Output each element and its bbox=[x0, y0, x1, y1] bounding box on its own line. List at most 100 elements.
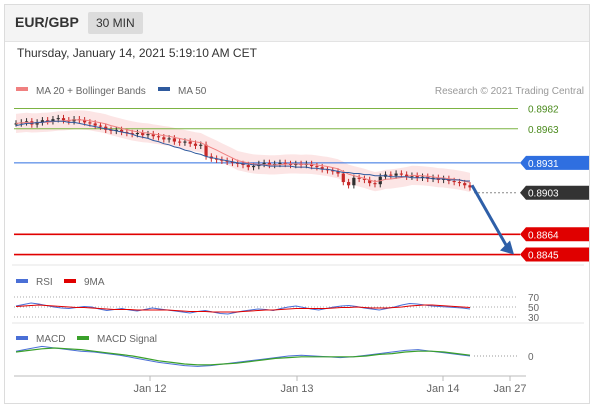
level-tag-support bbox=[520, 247, 589, 262]
candle-body bbox=[167, 138, 171, 140]
candle-body bbox=[357, 177, 361, 179]
candle-body bbox=[83, 120, 87, 123]
level-tag-last bbox=[520, 185, 589, 200]
timeframe-button[interactable]: 30 MIN bbox=[88, 12, 143, 34]
candle-body bbox=[199, 144, 203, 146]
candle-body bbox=[114, 129, 118, 131]
legend-ma50: MA 50 bbox=[178, 86, 207, 97]
candle-body bbox=[288, 163, 293, 166]
candle-body bbox=[331, 170, 335, 172]
rsi-level-label: 70 bbox=[528, 293, 540, 304]
candle-body bbox=[394, 173, 398, 176]
candle-body bbox=[93, 123, 97, 126]
candle-body bbox=[236, 162, 240, 164]
forecast-arrow-head bbox=[500, 240, 514, 255]
candle-body bbox=[104, 126, 108, 130]
legend-macd-signal: MACD Signal bbox=[97, 334, 157, 345]
timestamp: Thursday, January 14, 2021 5:19:10 AM CE… bbox=[17, 46, 257, 60]
legend-rsi: RSI bbox=[36, 277, 53, 288]
currency-pair: EUR/GBP bbox=[15, 14, 79, 30]
legend-swatch-ma50 bbox=[158, 87, 170, 91]
candle-body bbox=[463, 183, 467, 186]
legend-9ma: 9MA bbox=[84, 277, 105, 288]
level-tag-support bbox=[520, 227, 589, 242]
candle-body bbox=[51, 119, 55, 122]
chart-card: EUR/GBP 30 MIN Thursday, January 14, 202… bbox=[4, 4, 590, 404]
candle-body bbox=[40, 120, 44, 123]
candle-body bbox=[399, 173, 403, 175]
candle-body bbox=[193, 143, 198, 146]
rsi-line bbox=[15, 302, 471, 315]
legend-swatch-ma20 bbox=[16, 87, 28, 91]
candle-body bbox=[241, 163, 245, 166]
bollinger-band bbox=[16, 110, 470, 193]
candle-body bbox=[230, 161, 235, 163]
level-label: 0.8982 bbox=[528, 105, 559, 116]
level-label: 0.8963 bbox=[528, 125, 559, 136]
candle-body bbox=[109, 129, 113, 131]
candle-body bbox=[141, 133, 145, 136]
candle-body bbox=[325, 169, 330, 171]
x-tick-label: Jan 27 bbox=[493, 383, 526, 395]
candle-body bbox=[457, 182, 462, 184]
rsi-9ma-line bbox=[15, 304, 471, 313]
rsi-level-label: 30 bbox=[528, 313, 540, 324]
candle-body bbox=[262, 162, 266, 164]
candle-body bbox=[373, 183, 377, 185]
candle-body bbox=[468, 185, 472, 188]
forecast-arrow bbox=[470, 184, 510, 250]
level-label: 0.8845 bbox=[528, 251, 559, 262]
candle-body bbox=[151, 134, 155, 137]
candle-body bbox=[246, 165, 250, 168]
rsi-level-label: 50 bbox=[528, 303, 540, 314]
macd-zero-label: 0 bbox=[528, 352, 534, 363]
legend-swatch-rsi bbox=[16, 279, 28, 283]
x-tick-label: Jan 14 bbox=[426, 383, 459, 395]
candle-body bbox=[135, 133, 140, 135]
credit-text: Research © 2021 Trading Central bbox=[435, 86, 584, 97]
candle-body bbox=[415, 175, 419, 178]
candle-body bbox=[146, 134, 150, 136]
candle-body bbox=[294, 163, 298, 166]
candle-body bbox=[24, 121, 29, 123]
macd-signal-line bbox=[15, 347, 471, 366]
candle-body bbox=[46, 120, 50, 122]
legend-swatch-macd bbox=[16, 336, 28, 340]
candle-body bbox=[310, 163, 314, 167]
candle-body bbox=[204, 144, 208, 157]
candle-body bbox=[389, 174, 393, 176]
candle-body bbox=[98, 125, 103, 127]
legend-swatch-9ma bbox=[64, 279, 76, 283]
candle-body bbox=[56, 118, 60, 120]
candle-body bbox=[267, 162, 271, 166]
candle-body bbox=[283, 162, 287, 164]
candle-body bbox=[405, 174, 409, 177]
candle-body bbox=[362, 178, 367, 180]
chart-header: EUR/GBP 30 MIN bbox=[5, 5, 589, 42]
candle-body bbox=[346, 182, 351, 186]
candle-body bbox=[220, 159, 224, 161]
candle-body bbox=[315, 166, 319, 168]
candle-body bbox=[410, 175, 414, 177]
candle-body bbox=[452, 181, 456, 183]
legend-swatch-macd-signal bbox=[77, 336, 89, 340]
candle-body bbox=[215, 158, 219, 160]
candle-body bbox=[162, 137, 166, 140]
candle-body bbox=[368, 179, 372, 184]
candle-body bbox=[178, 141, 182, 143]
candle-body bbox=[188, 141, 192, 144]
macd-line bbox=[15, 345, 471, 367]
legend-ma20: MA 20 + Bollinger Bands bbox=[36, 86, 146, 97]
candle-body bbox=[172, 138, 176, 142]
candle-body bbox=[431, 177, 435, 179]
candle-body bbox=[278, 162, 282, 164]
candle-body bbox=[183, 141, 187, 143]
candle-body bbox=[352, 177, 356, 186]
candle-body bbox=[35, 122, 39, 125]
candle-body bbox=[336, 171, 340, 174]
ma50-line bbox=[15, 120, 470, 182]
candle-body bbox=[61, 118, 66, 121]
candle-body bbox=[420, 176, 425, 178]
candle-body bbox=[88, 122, 92, 124]
